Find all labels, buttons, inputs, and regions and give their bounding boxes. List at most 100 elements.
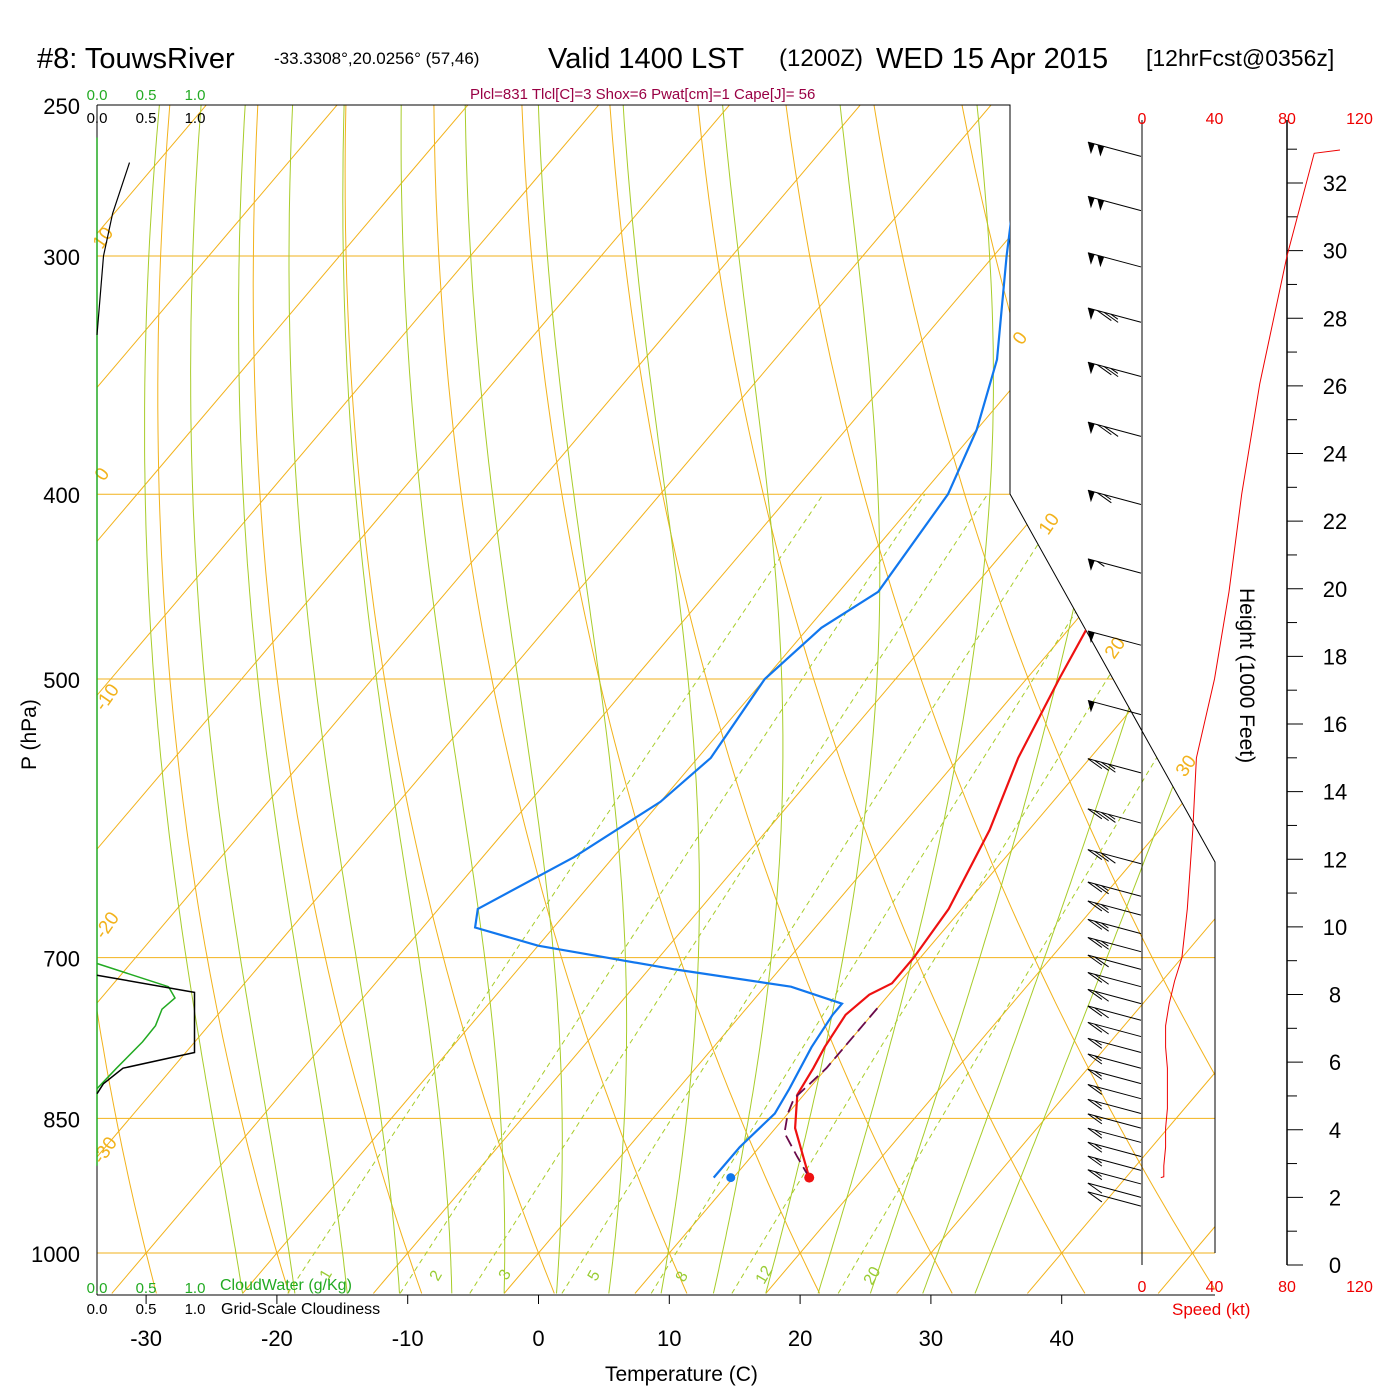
wind-barb: [1087, 252, 1142, 268]
barb-flag: [1087, 700, 1095, 713]
height-tick-label: 16: [1323, 712, 1347, 737]
barb-staff: [1087, 1021, 1142, 1038]
height-tick-label: 24: [1323, 442, 1347, 467]
wind-barb: [1087, 1037, 1142, 1054]
barb-flag: [1097, 198, 1105, 211]
mixing-ratio-label: 20: [861, 1264, 885, 1288]
barb-staff: [1087, 1113, 1142, 1129]
barb-staff: [1087, 1005, 1142, 1021]
barb-flag: [1087, 490, 1095, 503]
barb-feather: [1087, 1053, 1103, 1065]
wind-barb: [1087, 1005, 1142, 1021]
barb-feather: [1097, 492, 1112, 504]
barb-feather: [1087, 1169, 1103, 1181]
barb-flag: [1097, 255, 1105, 268]
height-tick-label: 22: [1323, 509, 1347, 534]
speed-tick-top: 0: [1138, 111, 1147, 128]
dry-adiabat: [433, 105, 688, 1294]
isotherm-line: [97, 105, 759, 1294]
isotherm-label: 10: [89, 224, 118, 253]
barb-staff: [1087, 1169, 1142, 1185]
barb-feather: [1087, 1182, 1103, 1194]
mixing-ratio-label: 8: [673, 1269, 692, 1285]
wind-barb: [1087, 421, 1142, 437]
barb-half-feather: [1094, 1129, 1102, 1136]
mixing-ratio-label: 12: [753, 1263, 777, 1287]
isotherm-line: [97, 105, 628, 1294]
barb-staff: [1087, 808, 1142, 824]
cloudwater-tick-top: 0.0: [87, 87, 108, 104]
wind-barbs: [1087, 141, 1142, 1207]
wind-barb: [1087, 1191, 1142, 1207]
mixing-ratio-line: [650, 493, 1151, 1294]
height-tick-label: 0: [1329, 1253, 1341, 1278]
height-tick-label: 4: [1329, 1118, 1341, 1143]
barb-flag: [1087, 362, 1095, 375]
wind-barb: [1087, 918, 1142, 935]
barb-flag: [1087, 196, 1095, 209]
cloudiness-tick-top: 0.5: [136, 110, 157, 127]
pressure-tick-label: 300: [43, 245, 80, 270]
barb-half-feather: [1101, 904, 1109, 910]
barb-feather: [1087, 900, 1103, 912]
barb-feather: [1094, 902, 1109, 914]
barb-half-feather: [1101, 922, 1109, 929]
barb-staff: [1087, 699, 1142, 716]
barb-feather: [1087, 1155, 1103, 1167]
speed-tick-bottom: 0: [1138, 1279, 1147, 1296]
cloudwater-tick-bottom: 0.5: [136, 1280, 157, 1297]
mixing-ratio-label: 5: [585, 1268, 604, 1284]
wind-speed-curve: [1160, 149, 1341, 1179]
barb-staff: [1087, 1141, 1142, 1157]
barb-half-feather: [1094, 1100, 1102, 1107]
height-tick-label: 10: [1323, 915, 1347, 940]
wind-barb: [1087, 1053, 1142, 1069]
isotherm-label: 0: [91, 464, 114, 485]
height-tick-label: 32: [1323, 171, 1347, 196]
wind-barb: [1087, 881, 1142, 897]
wind-barb: [1087, 1113, 1142, 1129]
barb-feather: [1094, 920, 1109, 932]
speed-tick-bottom: 120: [1346, 1279, 1373, 1296]
barb-staff: [1087, 1083, 1142, 1100]
barb-half-feather: [1094, 1070, 1102, 1077]
wind-barb: [1087, 936, 1142, 953]
temperature-tick-label: 0: [532, 1326, 544, 1351]
barb-staff: [1087, 1191, 1142, 1207]
isotherm-label: 0: [1009, 328, 1032, 349]
wind-barb: [1087, 141, 1142, 157]
barb-feather: [1087, 1141, 1103, 1153]
temperature-tick-label: 20: [788, 1326, 812, 1351]
pressure-tick-label: 250: [43, 94, 80, 119]
barb-feather: [1094, 883, 1109, 895]
barb-half-feather: [1110, 368, 1119, 374]
barb-feather: [1087, 1127, 1103, 1139]
dry-adiabat: [781, 105, 1215, 1294]
barb-staff: [1087, 758, 1142, 774]
height-tick-label: 8: [1329, 983, 1341, 1008]
isotherm-line: [97, 105, 497, 1294]
barb-flag: [1087, 558, 1095, 571]
height-tick-label: 14: [1323, 780, 1347, 805]
barb-feather: [1097, 310, 1112, 321]
dry-adiabat: [1129, 105, 1215, 1294]
temperature-tick-labels: -30 -20 -10 0 10 20 30 40: [130, 1295, 1074, 1351]
wind-barb: [1087, 1155, 1142, 1171]
mixing-ratio-label: 3: [496, 1267, 515, 1283]
barb-flag: [1087, 142, 1095, 155]
wind-barb: [1087, 900, 1142, 916]
barb-staff: [1087, 900, 1142, 916]
valid-time: Valid 1400 LST: [548, 43, 744, 75]
wind-barb: [1087, 988, 1142, 1005]
wind-barb: [1087, 1098, 1142, 1115]
moist-adiabat: [817, 105, 994, 1294]
moist-adiabat: [620, 105, 700, 1294]
barb-feather: [1101, 761, 1116, 773]
barb-staff: [1087, 971, 1142, 988]
barb-half-feather: [1103, 494, 1112, 501]
temperature-axis-label: Temperature (C): [605, 1363, 758, 1386]
barb-staff: [1087, 1053, 1142, 1069]
cloud-tick-labels: 0.0 0.0 0.0 0.0 0.5 0.5 0.5 0.5 1.0 1.0 1.0 1.0: [87, 87, 206, 1318]
barb-staff: [1087, 1068, 1142, 1085]
